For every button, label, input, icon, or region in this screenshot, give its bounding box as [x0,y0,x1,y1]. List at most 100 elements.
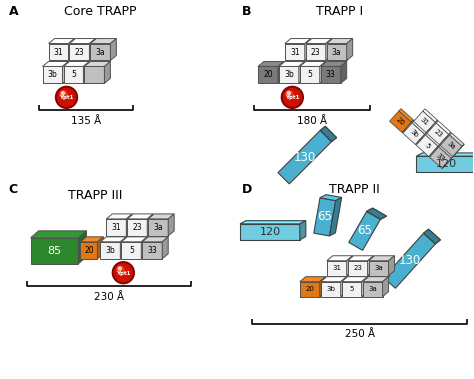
Text: D: D [242,183,252,196]
Polygon shape [390,111,411,133]
Text: 3a: 3a [374,265,383,271]
Polygon shape [327,256,353,261]
Polygon shape [43,61,69,66]
Polygon shape [285,44,305,61]
Polygon shape [305,39,311,61]
Polygon shape [104,61,110,83]
Polygon shape [389,256,394,276]
Polygon shape [148,219,168,236]
Text: Ypt1: Ypt1 [285,96,300,100]
Polygon shape [84,61,110,66]
Polygon shape [346,256,353,276]
Text: TRAPP II: TRAPP II [329,183,380,196]
Polygon shape [362,277,368,297]
Text: 20: 20 [84,246,94,255]
Polygon shape [417,153,474,156]
Polygon shape [368,256,374,276]
Polygon shape [320,61,326,83]
Polygon shape [341,277,346,297]
Text: 130: 130 [398,254,420,267]
Circle shape [112,262,134,283]
Text: Core TRAPP: Core TRAPP [64,5,137,18]
Polygon shape [440,135,462,157]
Text: 3b: 3b [48,70,57,80]
Polygon shape [439,132,451,145]
Polygon shape [278,61,284,83]
Polygon shape [300,221,306,240]
Polygon shape [83,61,90,83]
Polygon shape [349,211,381,251]
Polygon shape [98,237,103,259]
Polygon shape [147,214,153,236]
Text: 3a: 3a [332,47,342,56]
Text: 3b: 3b [409,128,419,139]
Polygon shape [427,123,449,145]
Polygon shape [299,61,305,83]
Text: 20: 20 [263,70,273,80]
Polygon shape [320,195,342,200]
Circle shape [57,88,75,106]
Polygon shape [142,237,168,242]
Text: 23: 23 [311,47,320,56]
Circle shape [55,86,77,108]
Polygon shape [413,111,436,133]
Polygon shape [326,39,332,61]
Text: TRAPP I: TRAPP I [316,5,363,18]
Text: 23: 23 [132,223,142,232]
Polygon shape [121,237,147,242]
Polygon shape [429,144,440,157]
Circle shape [282,86,303,108]
Polygon shape [106,219,127,236]
Text: 31: 31 [419,117,430,127]
Polygon shape [279,66,299,83]
Polygon shape [128,214,153,219]
Polygon shape [342,277,368,282]
Polygon shape [91,44,110,61]
Text: 23: 23 [353,265,362,271]
Circle shape [62,92,64,95]
Polygon shape [90,39,95,61]
Circle shape [286,91,293,98]
Text: 250 Å: 250 Å [345,329,374,340]
Polygon shape [285,39,311,44]
Polygon shape [320,277,326,297]
Polygon shape [369,261,389,276]
Polygon shape [426,120,438,133]
Polygon shape [64,61,90,66]
Text: 3b: 3b [106,246,115,255]
Polygon shape [321,66,341,83]
Text: 20: 20 [395,116,406,127]
Text: 3a: 3a [154,223,163,232]
Polygon shape [346,39,353,61]
Polygon shape [417,156,474,172]
Text: 120: 120 [259,227,281,237]
Polygon shape [168,214,174,236]
Polygon shape [306,44,326,61]
Polygon shape [141,237,147,259]
Polygon shape [347,261,368,276]
Text: 31: 31 [290,47,300,56]
Polygon shape [127,214,132,236]
Polygon shape [278,130,332,184]
Text: 180 Å: 180 Å [297,116,327,126]
Polygon shape [240,221,306,224]
Polygon shape [306,39,332,44]
Polygon shape [81,237,103,242]
Polygon shape [367,208,386,219]
Polygon shape [363,277,389,282]
Polygon shape [240,224,300,240]
Text: Ypt1: Ypt1 [116,271,130,276]
Polygon shape [110,39,116,61]
Polygon shape [367,208,386,219]
Circle shape [117,266,124,273]
Polygon shape [429,147,452,169]
Text: 20: 20 [305,286,314,292]
Polygon shape [412,121,427,134]
Polygon shape [31,238,79,264]
Polygon shape [416,132,427,144]
Polygon shape [100,242,120,259]
Polygon shape [327,261,346,276]
Text: 130: 130 [294,150,316,164]
Polygon shape [31,231,86,238]
Polygon shape [258,61,284,66]
